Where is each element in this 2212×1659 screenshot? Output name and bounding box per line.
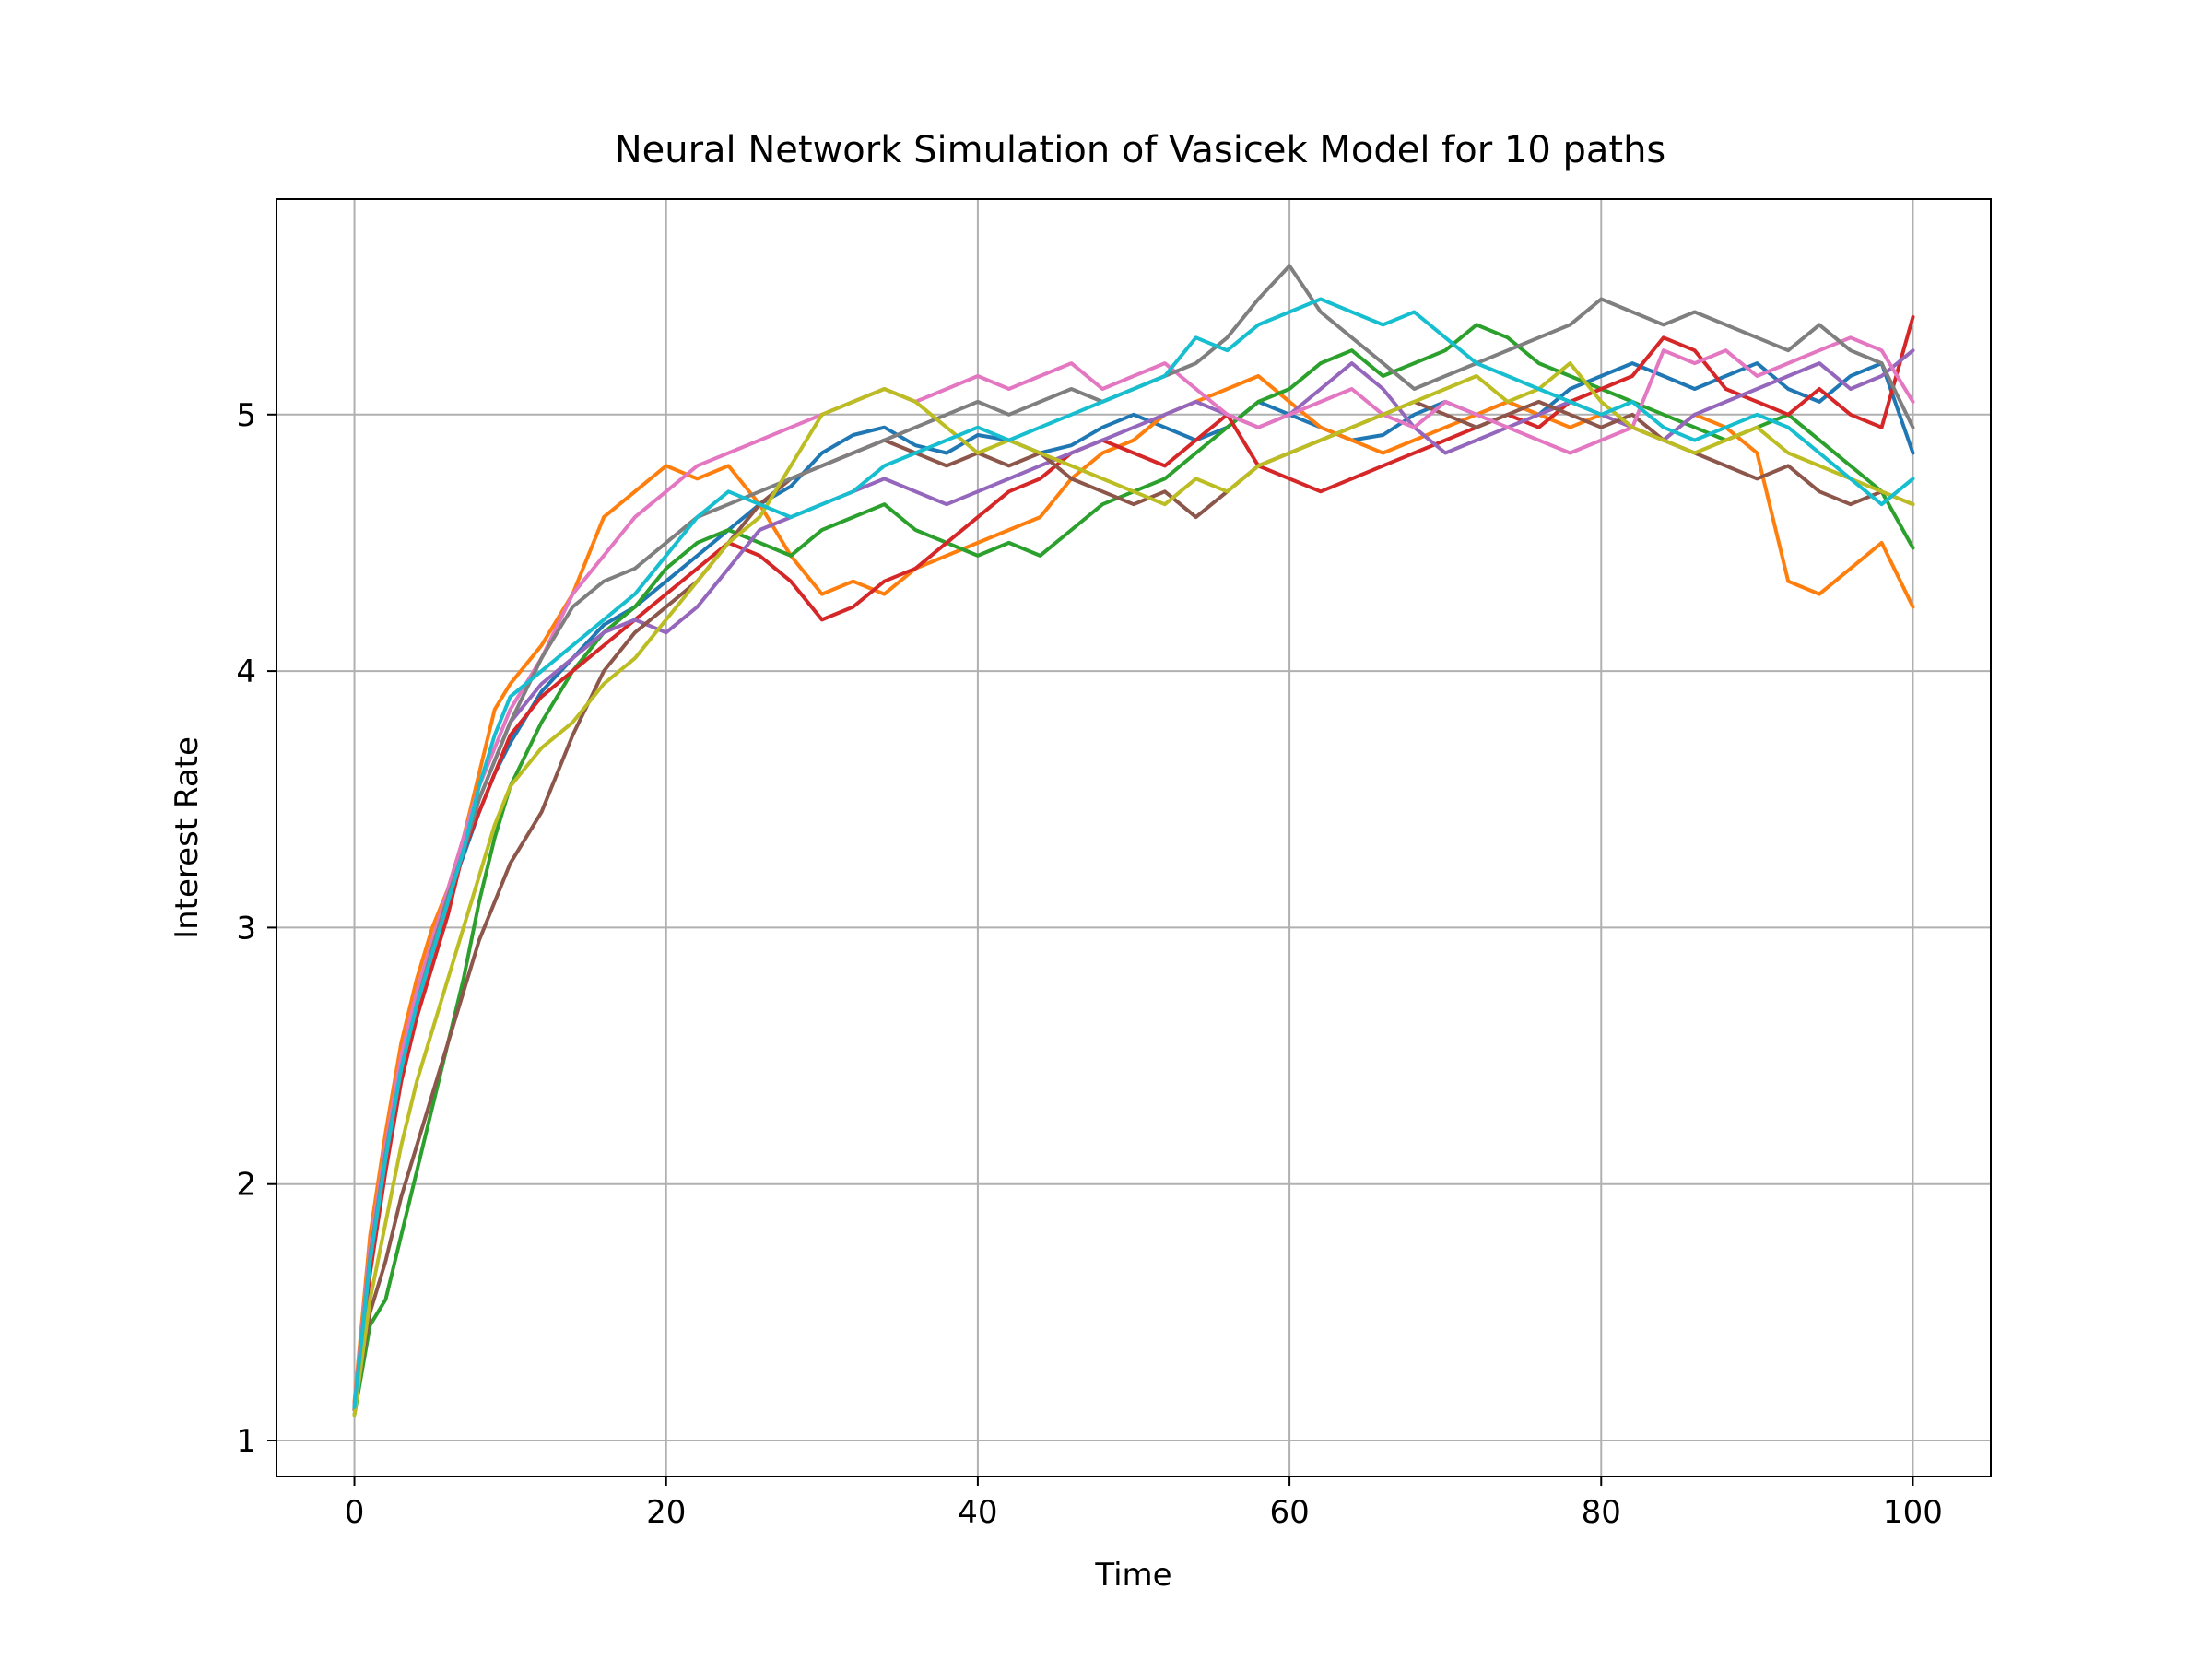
x-tick-label: 20 xyxy=(646,1494,686,1531)
series-line-9 xyxy=(352,361,1915,1418)
x-tick-label: 80 xyxy=(1582,1494,1621,1531)
series-line-7 xyxy=(352,335,1915,1407)
y-tick-label: 3 xyxy=(236,910,256,947)
x-tick-label: 0 xyxy=(345,1494,365,1531)
x-tick-label: 40 xyxy=(958,1494,997,1531)
y-tick-label: 2 xyxy=(236,1167,256,1204)
chart-title: Neural Network Simulation of Vasicek Mod… xyxy=(615,129,1666,171)
y-tick-label: 1 xyxy=(236,1423,256,1460)
series-group xyxy=(352,264,1915,1418)
plot-area-frame xyxy=(276,198,1992,1477)
x-tick-label: 60 xyxy=(1269,1494,1309,1531)
grid xyxy=(276,199,1991,1477)
x-axis-label: Time xyxy=(1094,1557,1171,1594)
series-line-3 xyxy=(352,323,1915,1418)
series-line-8 xyxy=(352,264,1915,1409)
x-tick-label: 100 xyxy=(1883,1494,1943,1531)
ticks: 0 20 40 60 80 100 1 2 3 4 5 xyxy=(236,397,1943,1531)
series-line-6 xyxy=(352,399,1915,1412)
y-axis-label: Interest Rate xyxy=(169,736,206,939)
y-tick-label: 5 xyxy=(236,397,256,434)
series-line-10 xyxy=(352,297,1915,1409)
y-tick-label: 4 xyxy=(236,653,256,690)
